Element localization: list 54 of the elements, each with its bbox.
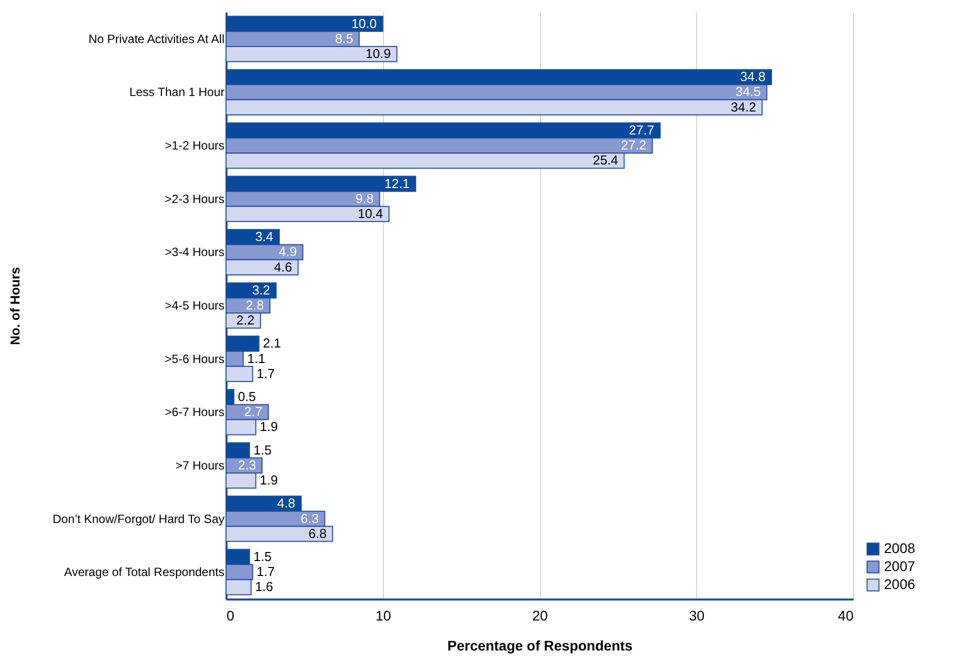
data-label: 25.4 bbox=[592, 152, 618, 168]
y-tick-label: >1-2 Hours bbox=[164, 138, 224, 153]
x-tick-label: 40 bbox=[838, 608, 854, 624]
data-label: 2.1 bbox=[262, 336, 281, 351]
data-label: 6.8 bbox=[308, 526, 327, 541]
data-label: 1.9 bbox=[260, 419, 278, 434]
y-axis-title: No. of Hours bbox=[7, 267, 22, 345]
data-label: 1.9 bbox=[260, 472, 278, 488]
x-axis-title: Percentage of Respondents bbox=[447, 638, 633, 654]
data-label: 3.4 bbox=[255, 229, 274, 244]
data-label: 1.7 bbox=[256, 564, 275, 580]
data-label: 10.4 bbox=[358, 206, 384, 221]
data-label: 3.2 bbox=[252, 282, 270, 298]
data-label: 34.8 bbox=[740, 69, 766, 84]
data-label: 2.7 bbox=[244, 404, 262, 420]
data-label: 8.5 bbox=[335, 30, 354, 46]
data-label: 34.5 bbox=[735, 84, 761, 100]
y-tick-label: Average of Total Respondents bbox=[64, 565, 224, 580]
x-tick-label: 20 bbox=[532, 608, 548, 624]
x-tick-label: 10 bbox=[375, 608, 392, 624]
data-label: 27.7 bbox=[628, 122, 654, 138]
data-label: 0.5 bbox=[238, 389, 256, 404]
data-label: 10.0 bbox=[351, 16, 377, 31]
data-label: 9.8 bbox=[356, 190, 374, 206]
data-label: 1.7 bbox=[256, 366, 275, 381]
x-tick-label: 0 bbox=[226, 608, 234, 624]
y-tick-label: >6-7 Hours bbox=[164, 405, 224, 420]
data-label: 12.1 bbox=[384, 176, 410, 191]
data-label: 10.9 bbox=[366, 46, 391, 62]
y-tick-label: Don’t Know/Forgot/ Hard To Say bbox=[52, 512, 224, 526]
data-label: 6.3 bbox=[300, 510, 319, 526]
data-label: 2.8 bbox=[246, 298, 264, 312]
y-tick-label: >5-6 Hours bbox=[164, 352, 224, 366]
y-tick-label: >2-3 Hours bbox=[164, 192, 224, 206]
data-label: 1.5 bbox=[254, 442, 272, 458]
data-label: 4.8 bbox=[277, 496, 296, 511]
data-label: 4.6 bbox=[274, 259, 292, 274]
y-tick-label: No Private Activities At All bbox=[88, 32, 224, 46]
y-tick-label: Less Than 1 Hour bbox=[129, 85, 224, 100]
data-label: 34.2 bbox=[730, 99, 756, 114]
y-tick-label: >4-5 Hours bbox=[164, 298, 224, 312]
data-label: 27.2 bbox=[621, 138, 646, 153]
y-tick-label: >7 Hours bbox=[175, 458, 224, 472]
legend-label: 2008 bbox=[884, 540, 916, 556]
legend-label: 2006 bbox=[884, 576, 916, 592]
data-label: 2.2 bbox=[236, 312, 254, 328]
y-tick-label: >3-4 Hours bbox=[164, 245, 224, 260]
data-label: 4.9 bbox=[278, 244, 297, 260]
data-label: 2.3 bbox=[238, 457, 256, 472]
legend-label: 2007 bbox=[884, 558, 916, 574]
data-label: 1.6 bbox=[255, 579, 274, 594]
data-label: 1.5 bbox=[254, 548, 272, 564]
data-label: 1.1 bbox=[247, 350, 266, 366]
x-tick-label: 30 bbox=[688, 608, 705, 624]
